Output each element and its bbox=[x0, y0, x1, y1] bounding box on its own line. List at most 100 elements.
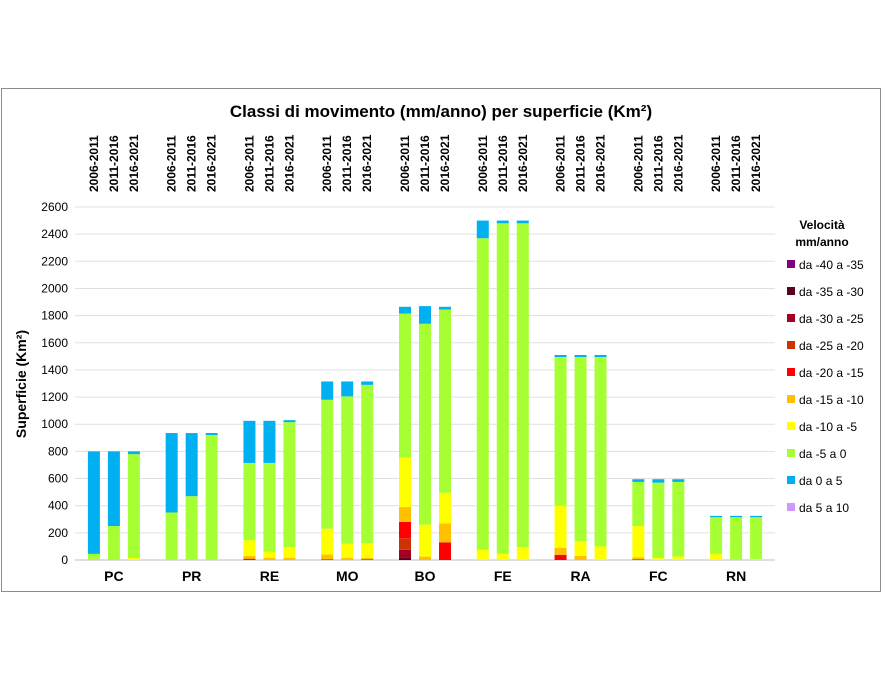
x-group-label: BO bbox=[415, 568, 436, 584]
bar-segment bbox=[341, 381, 354, 397]
bar-segment bbox=[750, 559, 763, 560]
bar-segment bbox=[632, 526, 645, 558]
bar-segment bbox=[243, 420, 256, 463]
bar-segment bbox=[574, 357, 587, 541]
period-label: 2011-2016 bbox=[185, 135, 199, 192]
legend-swatch bbox=[787, 341, 795, 349]
bar-segment bbox=[516, 547, 529, 560]
period-label: 2011-2016 bbox=[651, 135, 665, 192]
bar-segment bbox=[496, 553, 509, 560]
legend-swatch bbox=[787, 314, 795, 322]
bar-segment bbox=[165, 433, 178, 513]
y-tick-label: 1400 bbox=[41, 363, 68, 377]
bar-segment bbox=[283, 420, 296, 423]
bar-segment bbox=[361, 384, 374, 544]
bar-segment bbox=[516, 223, 529, 548]
legend-label: da -20 a -15 bbox=[799, 366, 864, 380]
y-tick-label: 2400 bbox=[41, 227, 68, 241]
bar-segment bbox=[399, 313, 411, 458]
bar-segment bbox=[361, 381, 374, 385]
bar-segment bbox=[554, 354, 567, 358]
x-group-label: RN bbox=[726, 568, 746, 584]
x-group-label: RA bbox=[570, 568, 590, 584]
bar-segment bbox=[652, 482, 665, 558]
legend-swatch bbox=[787, 476, 795, 484]
legend-swatch bbox=[787, 449, 795, 457]
bar-segment bbox=[574, 555, 587, 560]
period-label: 2006-2011 bbox=[554, 135, 568, 192]
bar-segment bbox=[632, 559, 645, 560]
bar-segment bbox=[263, 420, 276, 463]
legend-label: da -35 a -30 bbox=[799, 285, 864, 299]
bar-segment bbox=[672, 556, 685, 560]
bar-segment bbox=[750, 515, 763, 518]
period-label: 2006-2011 bbox=[398, 135, 412, 192]
y-tick-label: 1000 bbox=[41, 417, 68, 431]
x-group-label: PR bbox=[182, 568, 201, 584]
y-tick-label: 2000 bbox=[41, 281, 68, 295]
bar-segment bbox=[321, 381, 334, 400]
legend-title: Velocità mm/anno bbox=[795, 218, 848, 249]
y-tick-label: 1800 bbox=[41, 309, 68, 323]
bar-segment bbox=[554, 547, 567, 555]
period-label: 2006-2011 bbox=[242, 135, 256, 192]
x-group-label: FC bbox=[649, 568, 668, 584]
bar-segment bbox=[730, 517, 743, 560]
bar-segment bbox=[341, 543, 354, 558]
bar-segment bbox=[476, 549, 489, 560]
bar-segment bbox=[672, 481, 685, 557]
x-group-label: RE bbox=[260, 568, 279, 584]
y-tick-label: 2200 bbox=[41, 254, 68, 268]
legend-label: da 0 a 5 bbox=[799, 474, 843, 488]
bar-segment bbox=[750, 517, 763, 560]
bar-segment bbox=[127, 557, 140, 560]
bar-segment bbox=[243, 462, 256, 541]
bar-segment bbox=[185, 433, 198, 497]
period-label: 2016-2021 bbox=[749, 134, 763, 192]
bar-segment bbox=[652, 557, 665, 560]
legend-label: da -10 a -5 bbox=[799, 420, 857, 434]
bar-segment bbox=[419, 556, 431, 560]
bar-segment bbox=[419, 524, 431, 557]
period-label: 2011-2016 bbox=[340, 135, 354, 192]
x-group-label: FE bbox=[494, 568, 512, 584]
bar-segment bbox=[107, 451, 120, 527]
legend-label: da -5 a 0 bbox=[799, 447, 847, 461]
period-label: 2011-2016 bbox=[729, 135, 743, 192]
bar-segment bbox=[476, 220, 489, 239]
period-label: 2006-2011 bbox=[87, 135, 101, 192]
bar-segment bbox=[263, 462, 276, 552]
bar-segment bbox=[730, 515, 743, 518]
bar-segment bbox=[87, 553, 100, 560]
bar-segment bbox=[439, 309, 451, 493]
bar-segment bbox=[672, 479, 685, 482]
bar-segment bbox=[399, 521, 411, 539]
bar-segment bbox=[652, 479, 665, 483]
period-label: 2006-2011 bbox=[631, 135, 645, 192]
period-label: 2016-2021 bbox=[205, 134, 219, 192]
bar-segment bbox=[594, 354, 607, 358]
bar-segment bbox=[185, 496, 198, 560]
bar-segment bbox=[476, 238, 489, 550]
bar-segment bbox=[321, 559, 334, 560]
bar-segment bbox=[127, 454, 140, 558]
legend-swatch bbox=[787, 503, 795, 511]
bar-segment bbox=[263, 557, 276, 560]
y-tick-label: 1200 bbox=[41, 390, 68, 404]
bar-segment bbox=[361, 559, 374, 560]
y-tick-label: 800 bbox=[48, 444, 68, 458]
bar-segment bbox=[243, 555, 256, 559]
bar-segment bbox=[419, 323, 431, 525]
bar-segment bbox=[632, 479, 645, 482]
chart-frame bbox=[1, 88, 881, 592]
bar-segment bbox=[205, 435, 218, 560]
bar-segment bbox=[594, 546, 607, 560]
y-tick-label: 400 bbox=[48, 499, 68, 513]
period-label: 2011-2016 bbox=[574, 135, 588, 192]
x-group-label: PC bbox=[104, 568, 123, 584]
bar-segment bbox=[710, 515, 723, 518]
period-label: 2011-2016 bbox=[418, 135, 432, 192]
period-label: 2011-2016 bbox=[107, 135, 121, 192]
period-label: 2006-2011 bbox=[476, 135, 490, 192]
legend-label: da -15 a -10 bbox=[799, 393, 864, 407]
